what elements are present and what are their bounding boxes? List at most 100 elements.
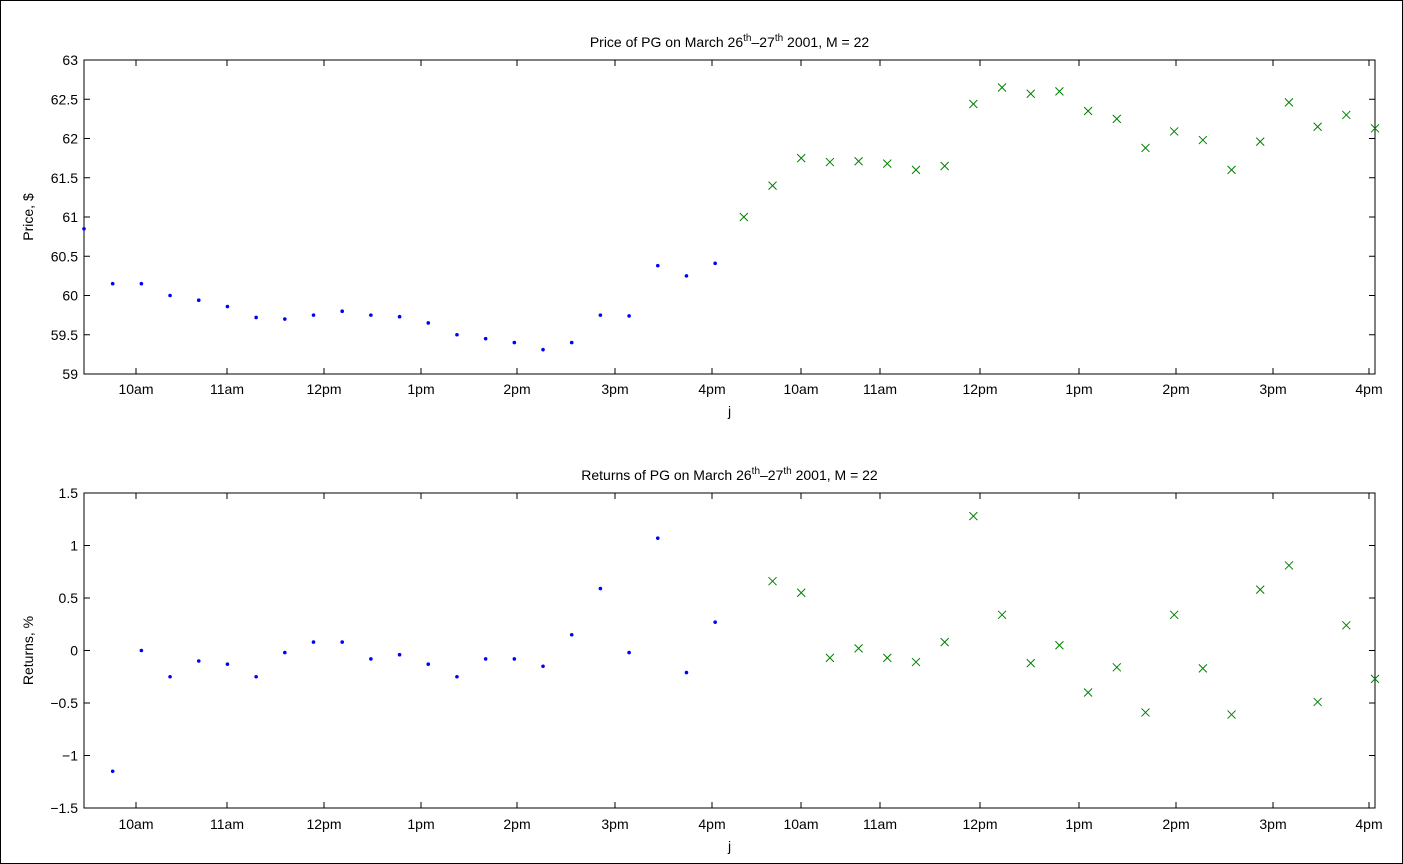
- price-cross-point: [882, 159, 892, 168]
- returns-xtick-label: 10am: [118, 816, 153, 832]
- returns-dot-point: [196, 659, 201, 663]
- returns-dot-point: [369, 657, 373, 661]
- price-dot-point: [82, 226, 86, 231]
- returns-xtick-label: 2pm: [503, 816, 530, 832]
- returns-ytick-label: −1.5: [50, 800, 78, 816]
- price-cross-point: [825, 157, 835, 167]
- price-dot-point: [512, 340, 517, 345]
- price-dot-point: [283, 317, 287, 321]
- returns-xtick-label: 1pm: [407, 816, 434, 832]
- price-xtick-label: 2pm: [503, 381, 530, 397]
- returns-dot-point: [541, 664, 545, 669]
- returns-chart: Returns of PG on March 26th–27th 2001, M…: [20, 466, 1383, 854]
- price-cross-point: [1341, 110, 1351, 120]
- returns-cross-point: [882, 653, 892, 663]
- returns-dot-point: [340, 640, 345, 644]
- price-dot-point: [426, 321, 431, 325]
- returns-y-axis-label: Returns, %: [20, 616, 36, 685]
- returns-cross-point: [1112, 662, 1122, 672]
- price-cross-point: [940, 161, 950, 171]
- returns-cross-point: [1341, 620, 1351, 630]
- returns-dot-point: [627, 650, 631, 655]
- price-dot-point: [196, 298, 201, 303]
- price-dot-point: [655, 263, 660, 268]
- returns-xtick-label: 12pm: [962, 816, 997, 832]
- price-dot-point: [569, 340, 574, 345]
- price-xtick-label: 3pm: [1259, 381, 1286, 397]
- price-xtick-label: 1pm: [1065, 381, 1092, 397]
- price-cross-point: [1255, 137, 1265, 146]
- returns-xtick-label: 4pm: [1355, 816, 1382, 832]
- returns-cross-point: [969, 511, 978, 521]
- price-ytick-label: 60: [62, 288, 78, 304]
- returns-cross-point: [854, 644, 863, 653]
- price-dot-point: [168, 293, 172, 298]
- price-dot-point: [713, 261, 717, 266]
- returns-dot-point: [569, 632, 574, 637]
- price-ytick-label: 61: [62, 209, 78, 225]
- price-xtick-label: 10am: [783, 381, 818, 397]
- returns-cross-point: [1370, 674, 1380, 684]
- price-ytick-label: 59.5: [51, 327, 78, 343]
- returns-ytick-label: −1: [62, 748, 78, 764]
- price-ytick-label: 61.5: [51, 170, 78, 186]
- price-ytick-label: 62.5: [51, 91, 78, 107]
- returns-xtick-label: 3pm: [1259, 816, 1286, 832]
- price-cross-point: [1026, 89, 1036, 99]
- returns-dot-point: [512, 657, 517, 661]
- price-cross-point: [1141, 143, 1150, 153]
- returns-cross-point: [1284, 561, 1294, 570]
- price-xtick-label: 11am: [863, 381, 897, 397]
- price-dot-point: [684, 274, 689, 278]
- returns-ytick-label: 0.5: [59, 590, 79, 606]
- returns-cross-point: [768, 576, 777, 586]
- returns-ytick-label: −0.5: [50, 695, 78, 711]
- price-dot-point: [483, 336, 488, 341]
- returns-cross-point: [1026, 658, 1036, 668]
- returns-cross-point: [940, 637, 950, 647]
- returns-dot-point: [311, 640, 316, 644]
- returns-xtick-label: 12pm: [306, 816, 341, 832]
- price-ytick-label: 62: [62, 131, 78, 147]
- price-cross-point: [1227, 165, 1236, 175]
- returns-dot-point: [426, 662, 431, 666]
- price-dot-point: [397, 314, 402, 319]
- price-dot-point: [598, 313, 603, 317]
- price-xtick-label: 1pm: [407, 381, 434, 397]
- returns-x-axis-label: j: [727, 838, 731, 854]
- returns-ytick-label: 1: [70, 538, 78, 554]
- price-xtick-label: 2pm: [1162, 381, 1189, 397]
- returns-cross-point: [1055, 640, 1064, 650]
- price-cross-point: [1198, 135, 1208, 145]
- price-dot-point: [225, 304, 230, 309]
- price-cross-point: [768, 181, 777, 190]
- returns-dot-point: [483, 657, 488, 661]
- returns-ytick-label: 1.5: [59, 485, 79, 501]
- price-cross-point: [739, 212, 749, 222]
- returns-ytick-label: 0: [70, 643, 78, 659]
- returns-cross-point: [1198, 663, 1208, 673]
- returns-cross-point: [911, 657, 921, 667]
- returns-dot-point: [455, 674, 459, 679]
- returns-dot-point: [397, 652, 402, 657]
- price-xtick-label: 12pm: [306, 381, 341, 397]
- returns-cross-point: [1255, 585, 1265, 594]
- price-cross-point: [911, 165, 921, 175]
- price-cross-point: [1169, 127, 1179, 136]
- price-cross-point: [1083, 106, 1093, 116]
- price-ytick-label: 60.5: [51, 248, 78, 264]
- returns-chart-title: Returns of PG on March 26th–27th 2001, M…: [581, 466, 878, 483]
- price-cross-point: [1112, 114, 1122, 124]
- returns-xtick-label: 1pm: [1065, 816, 1092, 832]
- returns-xtick-label: 11am: [210, 816, 244, 832]
- returns-dot-point: [225, 662, 230, 666]
- price-ytick-label: 63: [62, 52, 78, 68]
- price-dot-point: [254, 315, 258, 320]
- returns-xtick-label: 4pm: [698, 816, 725, 832]
- returns-cross-point: [1169, 610, 1179, 620]
- returns-xtick-label: 2pm: [1162, 816, 1189, 832]
- price-ytick-label: 59: [62, 366, 78, 382]
- returns-dot-point: [598, 586, 603, 591]
